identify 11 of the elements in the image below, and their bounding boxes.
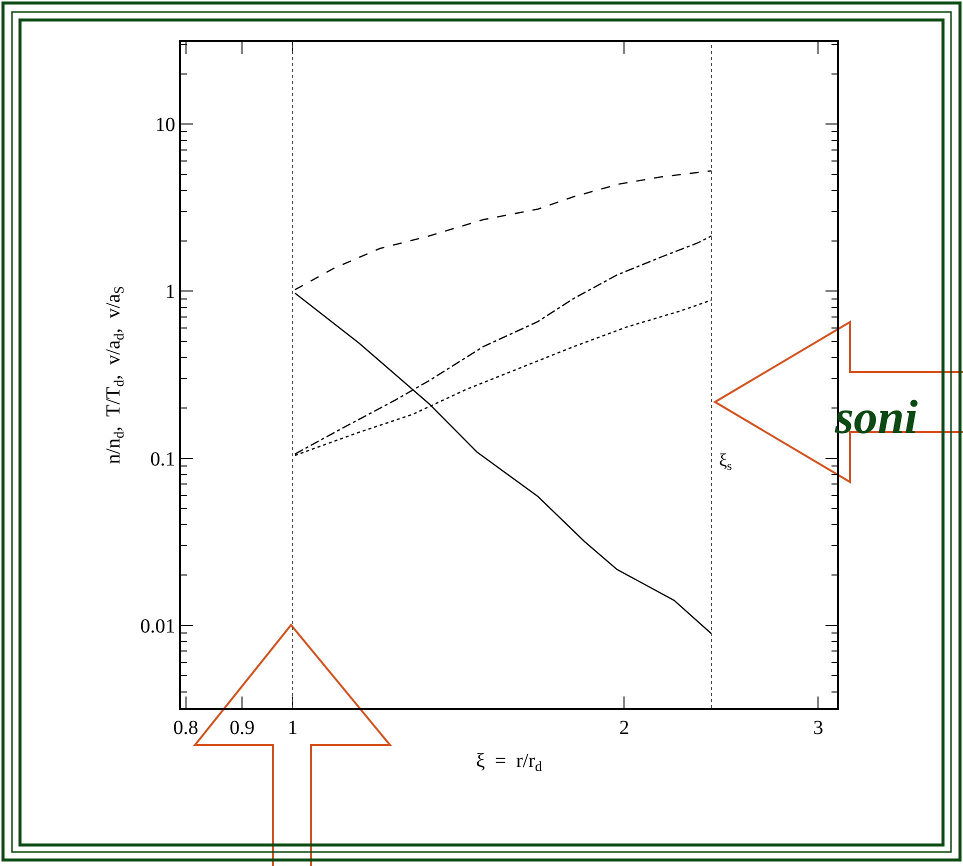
x-tick-label: 2 bbox=[619, 716, 630, 739]
x-tick-label: 0.8 bbox=[173, 716, 198, 739]
y-tick-label: 10 bbox=[155, 114, 176, 136]
x-tick-label: 3 bbox=[813, 716, 824, 739]
ref-line-label: ξ$_{s}$ bbox=[719, 450, 732, 473]
x-axis-title: ξ = r/r$_{d}$ bbox=[476, 750, 542, 775]
y-tick-label: 0.1 bbox=[150, 448, 176, 470]
x-tick-label: 1 bbox=[288, 716, 298, 739]
x-tick-label: 0.9 bbox=[230, 716, 255, 739]
y-tick-label: 1 bbox=[165, 281, 176, 304]
y-tick-label: 0.01 bbox=[140, 615, 176, 638]
